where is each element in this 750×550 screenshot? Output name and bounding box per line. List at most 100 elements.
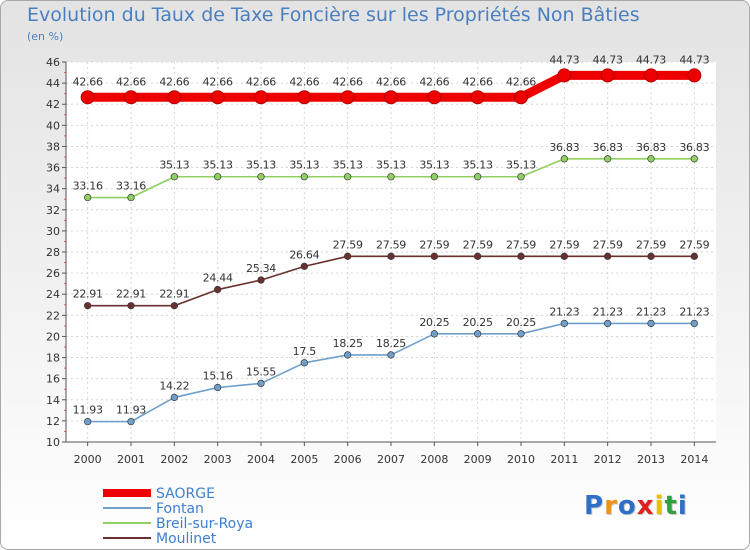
data-label-moulinet: 26.64 xyxy=(289,248,319,261)
grid-lines xyxy=(66,61,716,443)
data-label-breil-sur-roya: 33.16 xyxy=(116,180,146,193)
data-point-moulinet xyxy=(647,252,655,260)
data-point-fontan xyxy=(604,319,612,328)
data-label-fontan: 17.5 xyxy=(293,345,317,358)
data-point-breil-sur-roya xyxy=(127,193,135,202)
data-point-moulinet xyxy=(300,262,308,271)
data-label-fontan: 14.22 xyxy=(159,379,189,392)
y-tick-label: 24 xyxy=(46,288,60,301)
y-tick-label: 28 xyxy=(46,246,60,259)
y-tick-label: 20 xyxy=(46,330,60,343)
y-tick-label: 16 xyxy=(46,373,60,386)
y-tick-label: 18 xyxy=(46,352,60,365)
data-label-breil-sur-roya: 35.13 xyxy=(246,159,276,172)
x-tick-label: 2010 xyxy=(507,453,535,466)
data-point-saorge xyxy=(254,90,268,105)
data-label-fontan: 20.25 xyxy=(419,316,449,329)
data-point-breil-sur-roya xyxy=(170,173,178,181)
legend-label-breil-sur-roya: Breil-sur-Roya xyxy=(156,516,253,532)
data-label-saorge: 42.66 xyxy=(419,75,449,88)
data-label-breil-sur-roya: 36.83 xyxy=(636,141,666,154)
data-point-moulinet xyxy=(214,285,222,294)
x-tick-label: 2011 xyxy=(550,453,578,466)
data-label-moulinet: 22.91 xyxy=(73,288,103,301)
y-tick-label: 44 xyxy=(46,77,60,90)
data-point-breil-sur-roya xyxy=(387,173,395,181)
data-point-breil-sur-roya xyxy=(604,155,612,163)
data-label-saorge: 44.73 xyxy=(549,53,579,66)
x-tick-label: 2000 xyxy=(74,453,102,466)
data-label-breil-sur-roya: 35.13 xyxy=(333,159,363,172)
data-point-breil-sur-roya xyxy=(257,173,265,181)
x-tick-label: 2006 xyxy=(334,453,362,466)
proxiti-logo: Proxiti xyxy=(584,491,688,521)
data-label-saorge: 42.66 xyxy=(463,75,493,88)
data-point-breil-sur-roya xyxy=(560,155,568,163)
x-tick-label: 2009 xyxy=(464,453,492,466)
x-tick-label: 2001 xyxy=(117,453,145,466)
data-point-moulinet xyxy=(604,252,612,260)
data-label-saorge: 42.66 xyxy=(506,75,536,88)
data-label-moulinet: 25.34 xyxy=(246,262,276,275)
data-point-fontan xyxy=(430,330,438,338)
data-label-saorge: 42.66 xyxy=(203,75,233,88)
logo-letter: x xyxy=(636,491,655,521)
data-point-breil-sur-roya xyxy=(474,173,482,181)
data-label-breil-sur-roya: 35.13 xyxy=(376,159,406,172)
logo-letter: o xyxy=(617,491,637,521)
data-label-moulinet: 22.91 xyxy=(159,288,189,301)
data-label-moulinet: 27.59 xyxy=(549,238,579,251)
y-tick-label: 38 xyxy=(46,140,60,153)
data-label-moulinet: 27.59 xyxy=(593,238,623,251)
data-point-breil-sur-roya xyxy=(647,155,655,163)
data-label-moulinet: 24.44 xyxy=(203,272,233,285)
data-point-fontan xyxy=(647,319,655,328)
x-tick-label: 2005 xyxy=(290,453,318,466)
data-point-saorge xyxy=(470,90,485,105)
data-point-saorge xyxy=(124,90,138,105)
data-label-breil-sur-roya: 36.83 xyxy=(593,141,623,154)
data-label-fontan: 11.93 xyxy=(116,404,146,417)
data-label-saorge: 44.73 xyxy=(679,53,709,66)
data-label-breil-sur-roya: 35.13 xyxy=(203,159,233,172)
data-label-breil-sur-roya: 36.83 xyxy=(549,141,579,154)
data-label-fontan: 20.25 xyxy=(506,316,536,329)
data-point-fontan xyxy=(690,319,698,328)
data-point-moulinet xyxy=(170,302,178,310)
data-point-breil-sur-roya xyxy=(84,193,92,202)
data-point-saorge xyxy=(384,90,398,105)
data-label-breil-sur-roya: 35.13 xyxy=(419,159,449,172)
y-tick-label: 40 xyxy=(46,119,60,132)
x-tick-label: 2004 xyxy=(247,453,275,466)
data-label-saorge: 42.66 xyxy=(73,75,103,88)
data-point-fontan xyxy=(474,330,482,338)
data-label-breil-sur-roya: 35.13 xyxy=(506,159,536,172)
data-point-breil-sur-roya xyxy=(430,173,438,181)
data-label-saorge: 42.66 xyxy=(246,75,276,88)
y-tick-label: 42 xyxy=(46,98,60,111)
data-point-saorge xyxy=(644,68,658,83)
data-point-saorge xyxy=(340,90,355,105)
data-label-saorge: 42.66 xyxy=(376,75,406,88)
data-label-moulinet: 27.59 xyxy=(333,238,363,251)
data-label-saorge: 42.66 xyxy=(159,75,189,88)
data-label-moulinet: 27.59 xyxy=(679,238,709,251)
x-tick-label: 2013 xyxy=(637,453,665,466)
y-axis-unit-label: (en %) xyxy=(27,30,64,43)
x-tick-label: 2008 xyxy=(420,453,448,466)
data-point-saorge xyxy=(167,90,182,105)
data-point-saorge xyxy=(557,68,572,83)
data-label-breil-sur-roya: 35.13 xyxy=(463,159,493,172)
data-label-moulinet: 27.59 xyxy=(463,238,493,251)
data-label-fontan: 21.23 xyxy=(636,305,666,318)
data-point-breil-sur-roya xyxy=(690,155,698,163)
data-point-moulinet xyxy=(517,252,525,260)
legend-label-fontan: Fontan xyxy=(156,501,204,517)
logo-letter: P xyxy=(584,491,605,521)
logo-letter: r xyxy=(604,491,618,521)
data-point-fontan xyxy=(344,351,352,359)
data-point-moulinet xyxy=(387,252,395,260)
data-label-moulinet: 27.59 xyxy=(506,238,536,251)
data-label-moulinet: 27.59 xyxy=(636,238,666,251)
